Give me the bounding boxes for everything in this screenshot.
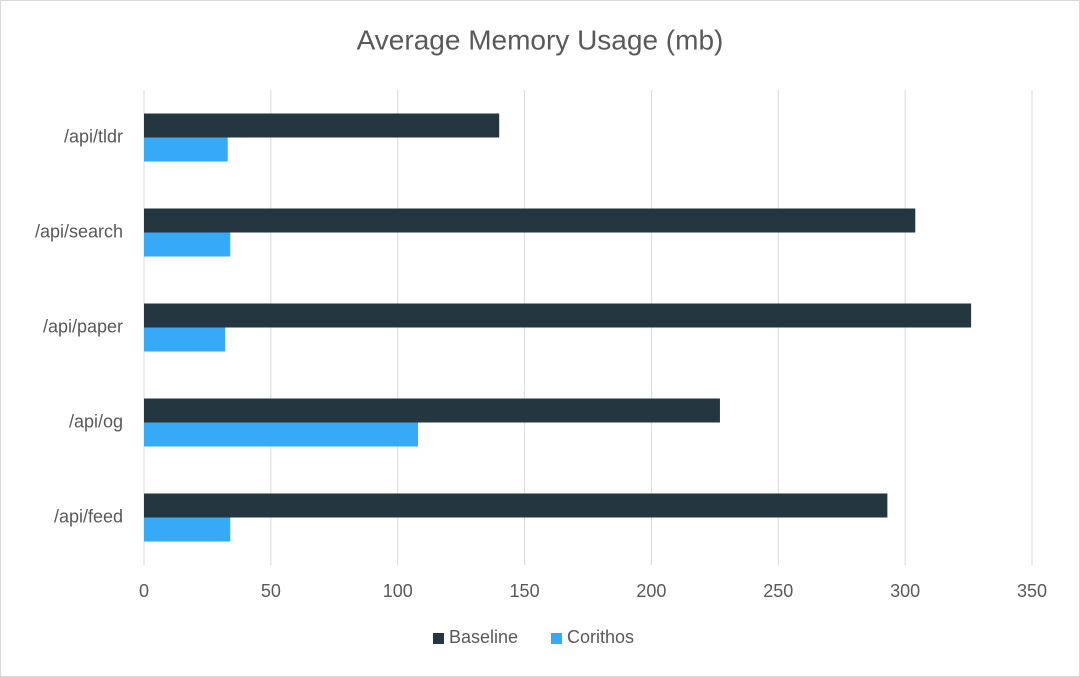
legend-swatch bbox=[433, 633, 444, 644]
x-tick-label: 350 bbox=[1017, 581, 1047, 601]
x-tick-label: 0 bbox=[139, 581, 149, 601]
bar bbox=[144, 517, 231, 542]
y-tick-label: /api/tldr bbox=[64, 126, 123, 146]
bar bbox=[144, 232, 231, 257]
legend-label: Corithos bbox=[567, 627, 634, 647]
chart-title: Average Memory Usage (mb) bbox=[357, 24, 724, 55]
x-tick-label: 100 bbox=[383, 581, 413, 601]
bar bbox=[144, 137, 228, 162]
x-tick-label: 300 bbox=[890, 581, 920, 601]
bar bbox=[144, 327, 226, 352]
x-tick-label: 150 bbox=[510, 581, 540, 601]
legend-swatch bbox=[551, 633, 562, 644]
bar bbox=[144, 398, 720, 423]
x-tick-label: 250 bbox=[763, 581, 793, 601]
y-tick-label: /api/og bbox=[69, 411, 123, 431]
x-tick-label: 200 bbox=[636, 581, 666, 601]
y-tick-label: /api/paper bbox=[43, 316, 123, 336]
legend-label: Baseline bbox=[449, 627, 518, 647]
y-tick-label: /api/search bbox=[35, 221, 123, 241]
x-tick-label: 50 bbox=[261, 581, 281, 601]
bar bbox=[144, 422, 419, 447]
bar bbox=[144, 303, 972, 328]
bar bbox=[144, 208, 916, 233]
bar bbox=[144, 113, 500, 138]
y-tick-label: /api/feed bbox=[54, 506, 123, 526]
bar bbox=[144, 493, 888, 518]
